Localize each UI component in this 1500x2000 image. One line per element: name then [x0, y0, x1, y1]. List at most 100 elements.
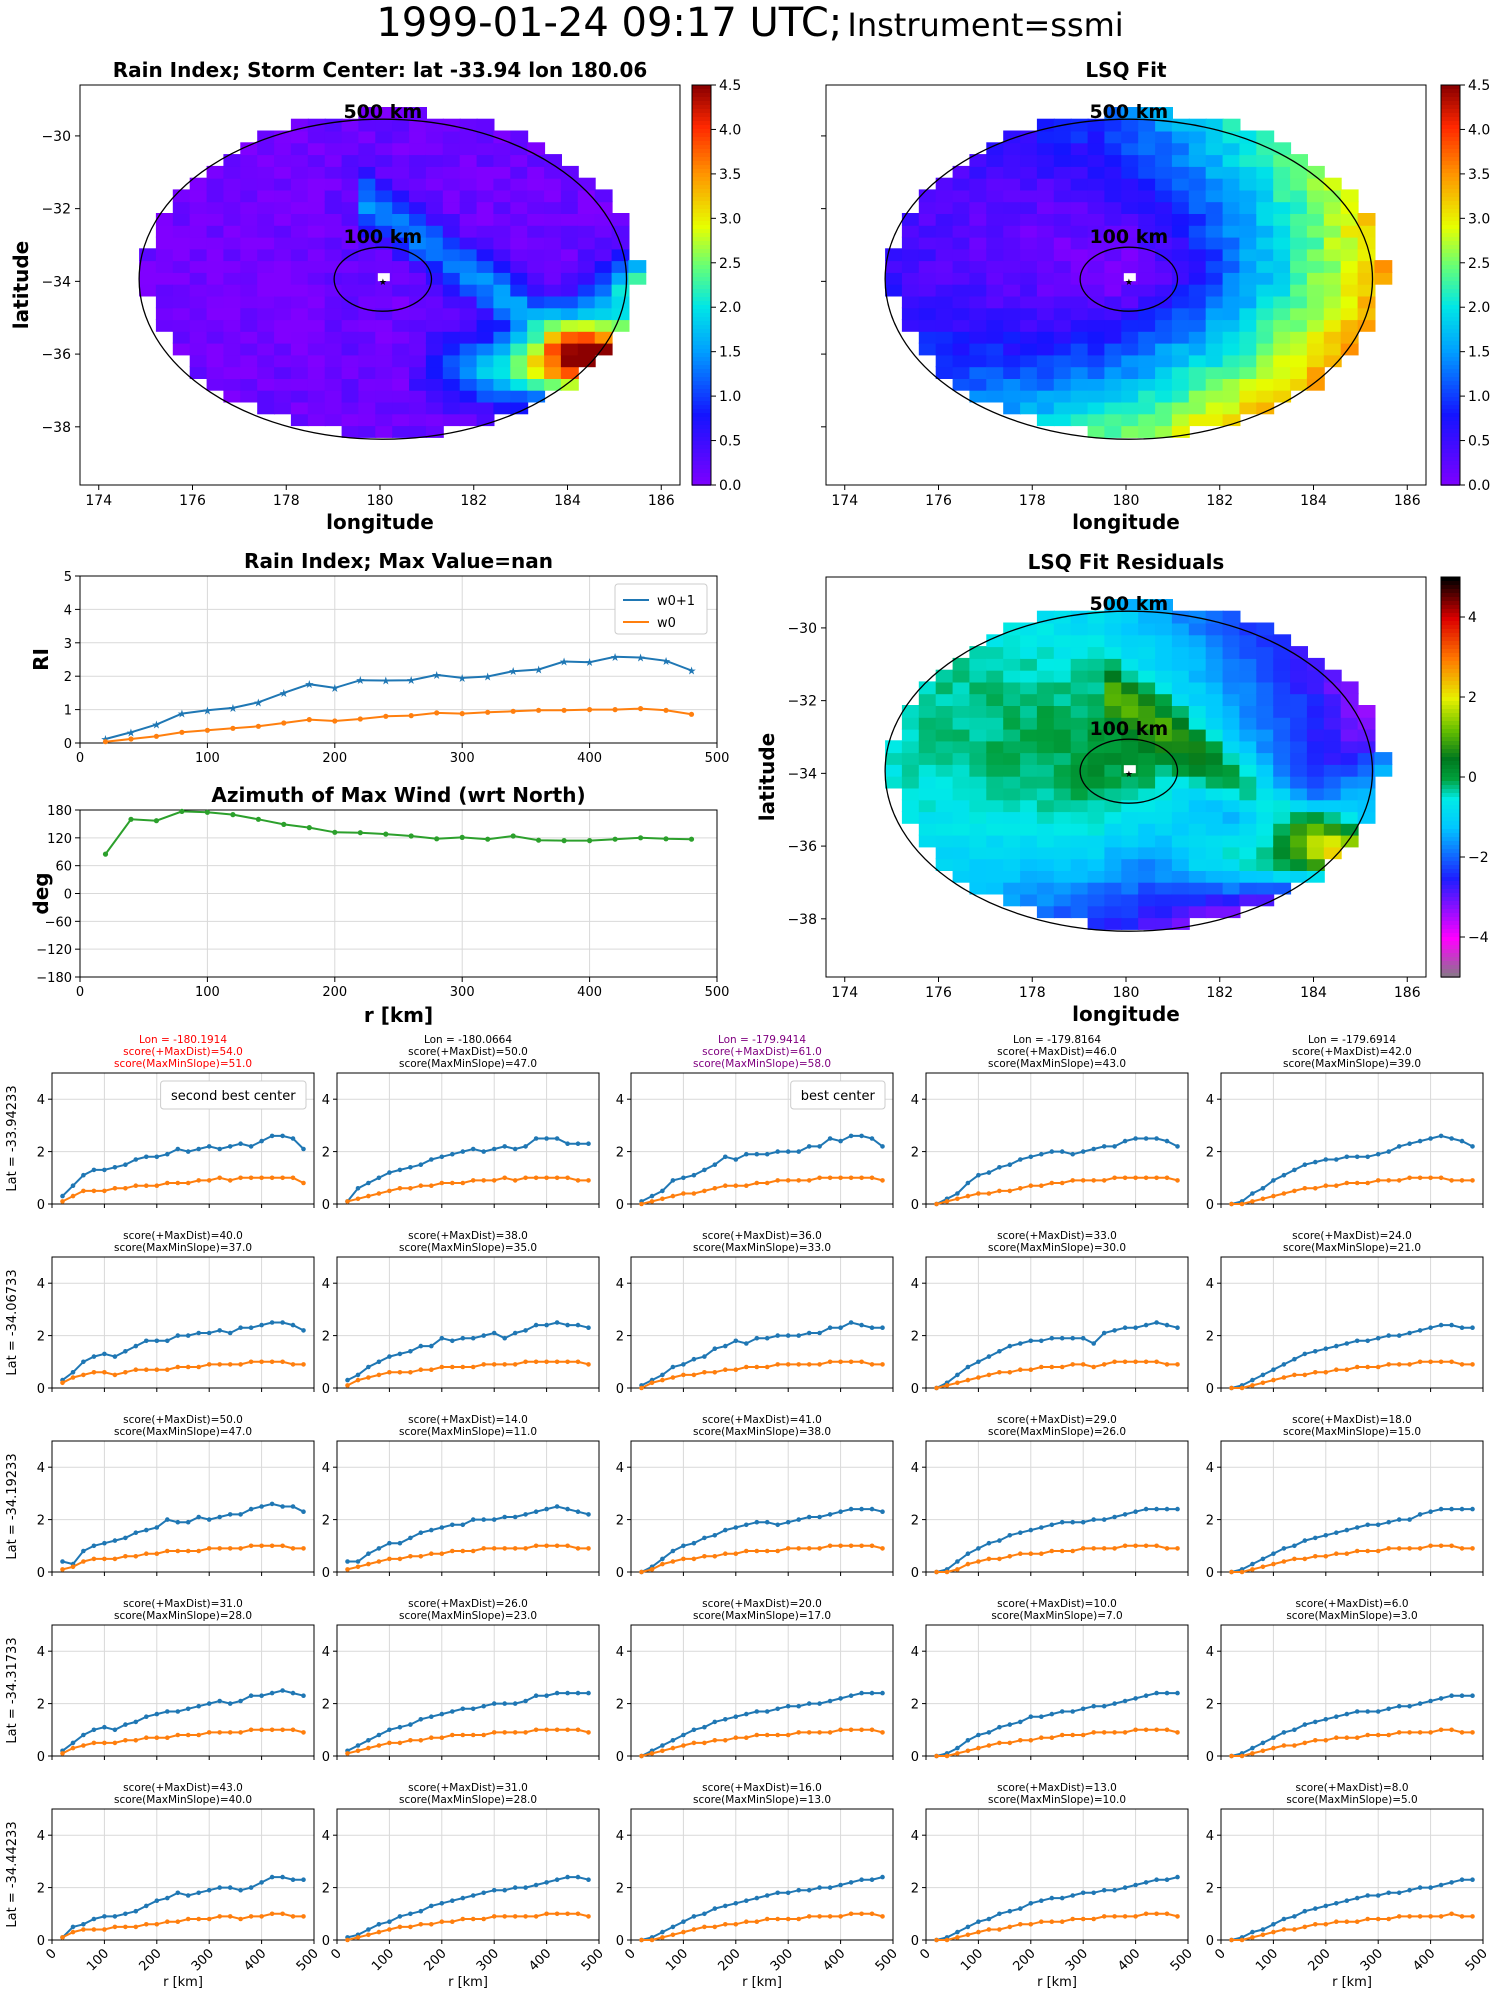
map-cell [1256, 858, 1275, 871]
map-cell [1020, 377, 1038, 391]
map-cell [1155, 846, 1173, 860]
legend-label: w0 [657, 616, 676, 631]
data-point [1459, 1178, 1465, 1183]
data-point [502, 1701, 508, 1706]
map-cell [1036, 811, 1055, 824]
map-cell [986, 260, 1005, 273]
data-point [944, 1383, 950, 1388]
data-point [418, 1922, 424, 1927]
map-cell [1222, 342, 1241, 356]
data-point [1154, 1136, 1159, 1141]
map-cell [223, 189, 242, 203]
map-cell [1053, 177, 1072, 191]
map-cell [1290, 248, 1308, 262]
data-point [565, 1911, 570, 1917]
subplot-header: score(MaxMinSlope)=23.0 [399, 1610, 537, 1622]
data-point [848, 1506, 854, 1512]
subplot-header: score(+MaxDist)=33.0 [997, 1230, 1117, 1242]
map-cell [392, 389, 411, 403]
y-tick-label: 4 [911, 1829, 919, 1844]
map-cell [1171, 236, 1190, 250]
map-cell [223, 271, 242, 285]
colorbar-segment [1441, 233, 1460, 238]
data-point [460, 1706, 466, 1712]
data-point [880, 1546, 885, 1551]
map-cell [1087, 425, 1106, 438]
map-cell [189, 213, 208, 226]
map-cell [493, 366, 512, 379]
data-point [1271, 1922, 1276, 1927]
series-line-w0 [641, 1728, 883, 1757]
map-cell [544, 213, 562, 226]
data-point [1175, 1546, 1180, 1551]
data-point [227, 1885, 233, 1890]
map-cell [358, 319, 377, 332]
ring-500km [884, 610, 1374, 932]
data-point [439, 1711, 445, 1717]
map-cell [969, 775, 988, 789]
data-point [1396, 1178, 1402, 1183]
data-point [1070, 1916, 1075, 1922]
map-cell [1104, 728, 1123, 742]
map-cell [358, 177, 377, 191]
colorbar-segment [1441, 481, 1460, 486]
map-cell [1104, 775, 1123, 789]
axes-frame [336, 1624, 600, 1757]
map-cell [1306, 775, 1325, 789]
data-point [1175, 1730, 1180, 1735]
colorbar-segment [692, 241, 711, 246]
map-cell [1036, 260, 1055, 273]
map-cell [240, 189, 259, 203]
map-cell [1273, 646, 1292, 659]
data-point [544, 1322, 549, 1328]
map-cell [952, 846, 971, 860]
map-cell [1205, 342, 1224, 356]
map-cell [1306, 693, 1325, 706]
data-point [429, 1527, 434, 1533]
map-cell [1104, 283, 1123, 297]
data-point [154, 1898, 160, 1903]
data-point [702, 1924, 707, 1930]
map-cell [442, 142, 461, 156]
map-cell [1188, 213, 1207, 226]
map-cell [172, 307, 191, 321]
data-point [481, 1333, 487, 1338]
map-cell [1138, 599, 1157, 612]
map-cell [918, 330, 937, 344]
map-cell [1036, 846, 1055, 860]
data-point [965, 1377, 971, 1383]
map-cell [901, 248, 920, 262]
colorbar-segment [1441, 681, 1460, 686]
x-tick-label: 100 [1253, 1946, 1281, 1974]
map-cell [1205, 705, 1224, 718]
map-cell [442, 342, 461, 356]
data-point [1175, 1506, 1180, 1512]
map-cell [257, 260, 276, 273]
map-cell [392, 354, 411, 368]
map-cell [1087, 775, 1106, 789]
map-cell [476, 213, 495, 226]
colorbar-tick-label: 1.5 [1468, 345, 1490, 361]
map-cell [1087, 118, 1106, 132]
map-cell [1036, 366, 1055, 379]
colorbar-segment [692, 269, 711, 274]
data-point [301, 1328, 306, 1333]
map-cell [1222, 858, 1241, 871]
map-cell [1003, 295, 1022, 309]
map-cell [969, 177, 988, 191]
map-cell [510, 354, 529, 368]
map-cell [425, 401, 444, 415]
map-cell [952, 213, 971, 226]
data-point [838, 1914, 843, 1919]
colorbar-segment [1441, 585, 1460, 590]
data-point [366, 1927, 371, 1932]
map-cell [1053, 271, 1072, 285]
map-cell [1121, 342, 1140, 356]
map-cell [1155, 881, 1173, 895]
map-cell [1138, 189, 1157, 203]
map-cell [442, 319, 461, 332]
map-cell [1155, 107, 1173, 120]
colorbar-segment [1441, 793, 1460, 798]
y-tick-label: 4 [1206, 1829, 1214, 1844]
axes-frame [336, 1440, 600, 1573]
